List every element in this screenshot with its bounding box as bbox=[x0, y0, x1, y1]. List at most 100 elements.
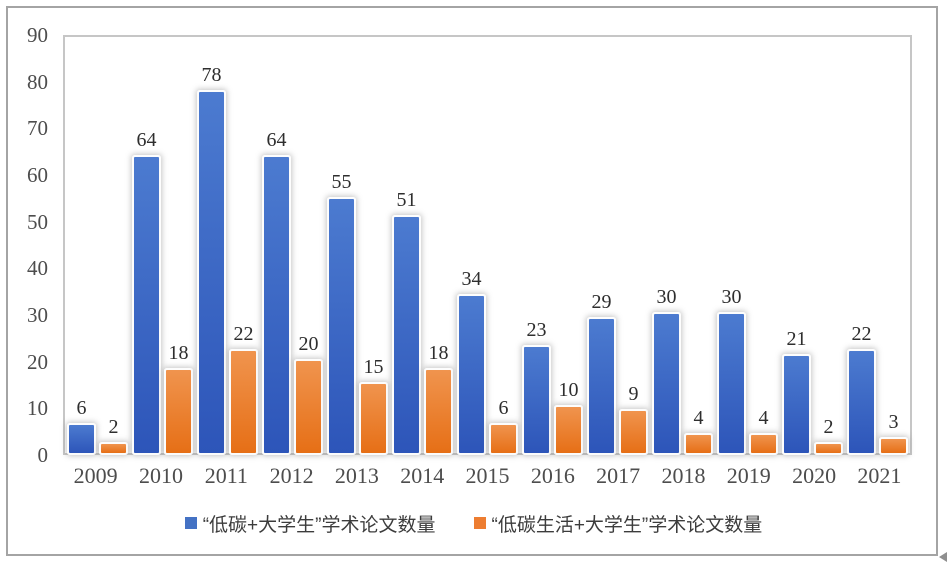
bar-orange bbox=[296, 360, 321, 453]
bar-column: 64 bbox=[264, 37, 289, 453]
y-tick-label: 70 bbox=[27, 116, 48, 141]
bar-value-label: 21 bbox=[786, 327, 807, 350]
bar-value-label: 15 bbox=[363, 355, 384, 378]
y-tick-label: 0 bbox=[37, 443, 49, 467]
bar-group: 23 10 bbox=[520, 37, 585, 453]
x-tick-label: 2019 bbox=[726, 463, 771, 488]
y-axis: 0 10 20 30 40 50 60 70 80 90 bbox=[0, 23, 48, 467]
x-tick-label: 2012 bbox=[269, 463, 314, 488]
y-tick-label: 80 bbox=[27, 69, 48, 94]
bar-value-label: 30 bbox=[656, 286, 677, 309]
bar-orange bbox=[881, 439, 906, 453]
bar-column: 3 bbox=[881, 37, 906, 453]
bar-blue bbox=[329, 198, 354, 453]
bar-value-label: 22 bbox=[851, 323, 872, 346]
bar-value-label: 3 bbox=[888, 411, 899, 434]
bar-value-label: 29 bbox=[591, 290, 612, 313]
plot-area: 6 2 64 18 78 22 64 20 55 15 51 18 34 6 23 10 29 9 30 4 30 4 21… bbox=[63, 35, 912, 455]
bar-column: 55 bbox=[329, 37, 354, 453]
corner-arrow-icon bbox=[939, 552, 947, 562]
bar-column: 2 bbox=[101, 37, 126, 453]
x-tick-label: 2013 bbox=[334, 463, 379, 488]
x-tick-label: 2015 bbox=[465, 463, 510, 488]
bar-orange bbox=[816, 443, 841, 453]
bar-group: 34 6 bbox=[455, 37, 520, 453]
bar-value-label: 6 bbox=[498, 397, 509, 420]
bar-column: 21 bbox=[784, 37, 809, 453]
bar-orange bbox=[751, 434, 776, 453]
bar-column: 18 bbox=[166, 37, 191, 453]
bar-column: 78 bbox=[199, 37, 224, 453]
bar-blue bbox=[199, 92, 224, 453]
bar-column: 6 bbox=[491, 37, 516, 453]
bar-column: 51 bbox=[394, 37, 419, 453]
bar-value-label: 18 bbox=[168, 341, 189, 364]
bar-group: 30 4 bbox=[715, 37, 780, 453]
bar-group: 29 9 bbox=[585, 37, 650, 453]
legend: “低碳+大学生”学术论文数量 “低碳生活+大学生”学术论文数量 bbox=[0, 506, 947, 540]
bar-blue bbox=[459, 295, 484, 453]
bar-value-label: 2 bbox=[108, 415, 119, 438]
bar-orange bbox=[426, 369, 451, 453]
bar-column: 9 bbox=[621, 37, 646, 453]
bar-orange bbox=[686, 434, 711, 453]
bar-column: 23 bbox=[524, 37, 549, 453]
bar-column: 30 bbox=[654, 37, 679, 453]
legend-swatch-orange bbox=[473, 517, 486, 529]
bar-column: 4 bbox=[686, 37, 711, 453]
bar-value-label: 34 bbox=[461, 267, 482, 290]
y-tick-label: 30 bbox=[27, 303, 48, 328]
bar-group: 30 4 bbox=[650, 37, 715, 453]
bar-value-label: 22 bbox=[233, 323, 254, 346]
legend-label-orange: “低碳生活+大学生”学术论文数量 bbox=[491, 514, 763, 536]
bar-column: 10 bbox=[556, 37, 581, 453]
bar-value-label: 30 bbox=[721, 286, 742, 309]
legend-label-blue: “低碳+大学生”学术论文数量 bbox=[202, 514, 436, 536]
bar-column: 34 bbox=[459, 37, 484, 453]
y-tick-label: 40 bbox=[27, 256, 48, 281]
y-tick-label: 20 bbox=[27, 349, 48, 374]
x-tick-label: 2014 bbox=[400, 463, 445, 488]
y-tick-label: 60 bbox=[27, 163, 48, 188]
bar-value-label: 10 bbox=[558, 378, 579, 401]
bar-blue bbox=[134, 157, 159, 453]
bar-value-label: 4 bbox=[758, 406, 769, 429]
bar-value-label: 78 bbox=[201, 64, 222, 87]
bar-group: 55 15 bbox=[325, 37, 390, 453]
legend-item-blue: “低碳+大学生”学术论文数量 bbox=[184, 510, 436, 537]
x-tick-label: 2017 bbox=[596, 463, 641, 488]
bar-value-label: 51 bbox=[396, 189, 417, 212]
bar-orange bbox=[101, 443, 126, 453]
y-tick-label: 90 bbox=[27, 23, 48, 47]
bar-blue bbox=[849, 351, 874, 453]
bar-blue bbox=[719, 314, 744, 453]
x-tick-label: 2021 bbox=[857, 463, 902, 488]
bar-blue bbox=[784, 355, 809, 453]
bar-group: 64 18 bbox=[130, 37, 195, 453]
bar-column: 29 bbox=[589, 37, 614, 453]
y-tick-label: 50 bbox=[27, 209, 48, 234]
legend-item-orange: “低碳生活+大学生”学术论文数量 bbox=[473, 510, 763, 537]
bar-orange bbox=[556, 406, 581, 453]
bar-column: 22 bbox=[849, 37, 874, 453]
bar-group: 64 20 bbox=[260, 37, 325, 453]
bar-orange bbox=[231, 351, 256, 453]
bar-value-label: 9 bbox=[628, 383, 639, 406]
bar-group: 21 2 bbox=[780, 37, 845, 453]
y-tick-label: 10 bbox=[27, 396, 48, 421]
bar-column: 30 bbox=[719, 37, 744, 453]
bar-group: 51 18 bbox=[390, 37, 455, 453]
bar-column: 64 bbox=[134, 37, 159, 453]
bar-orange bbox=[491, 425, 516, 453]
bar-column: 22 bbox=[231, 37, 256, 453]
bar-orange bbox=[166, 369, 191, 453]
bar-orange bbox=[361, 383, 386, 453]
bar-orange bbox=[621, 411, 646, 453]
bar-value-label: 55 bbox=[331, 170, 352, 193]
x-tick-label: 2018 bbox=[661, 463, 706, 488]
bar-blue bbox=[394, 217, 419, 453]
bar-value-label: 4 bbox=[693, 406, 704, 429]
x-tick-label: 2016 bbox=[530, 463, 575, 488]
